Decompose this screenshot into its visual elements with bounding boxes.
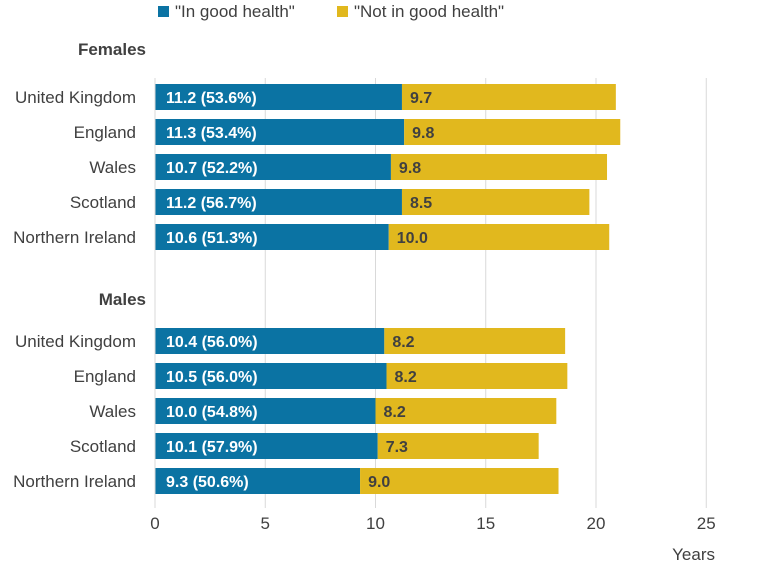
data-label-in-good-health: 10.6 (51.3%) (166, 230, 258, 247)
category-label: England (74, 123, 136, 142)
bar-in-good-health (155, 189, 402, 215)
bar-row: Scotland 10.1 (57.9%) 7.3 (70, 433, 539, 459)
category-label: United Kingdom (15, 88, 136, 107)
bar-row: Scotland 11.2 (56.7%) 8.5 (70, 189, 590, 215)
data-label-not-in-good-health: 8.2 (392, 334, 414, 351)
data-label-not-in-good-health: 8.2 (395, 369, 417, 386)
category-label: Scotland (70, 437, 136, 456)
bar-in-good-health (155, 398, 376, 424)
bar-not-in-good-health (384, 328, 566, 354)
data-label-in-good-health: 10.7 (52.2%) (166, 160, 258, 177)
bar-in-good-health (155, 433, 378, 459)
bar-in-good-health (155, 119, 405, 145)
bar-not-in-good-health (390, 154, 608, 180)
x-tick-label-1: 5 (261, 514, 270, 533)
data-label-in-good-health: 10.5 (56.0%) (166, 369, 258, 386)
data-label-not-in-good-health: 9.8 (399, 160, 421, 177)
bar-row: Northern Ireland 10.6 (51.3%) 10.0 (13, 224, 610, 250)
bar-not-in-good-health (360, 468, 559, 494)
data-label-not-in-good-health: 10.0 (397, 230, 428, 247)
group-label-1: Males (99, 290, 146, 309)
bar-in-good-health (155, 154, 391, 180)
category-label: United Kingdom (15, 332, 136, 351)
legend: "In good health" "Not in good health" (158, 2, 504, 21)
bar-row: Northern Ireland 9.3 (50.6%) 9.0 (13, 468, 559, 494)
x-tick-label-2: 10 (366, 514, 385, 533)
category-label: Northern Ireland (13, 228, 136, 247)
group-label-0: Females (78, 40, 146, 59)
bar-not-in-good-health (388, 224, 610, 250)
legend-label-0: "In good health" (175, 2, 295, 21)
bar-row: Wales 10.7 (52.2%) 9.8 (89, 154, 608, 180)
bar-in-good-health (155, 84, 402, 110)
bar-in-good-health (155, 468, 361, 494)
data-label-not-in-good-health: 9.0 (368, 474, 390, 491)
bar-not-in-good-health (401, 189, 590, 215)
bar-not-in-good-health (377, 433, 539, 459)
category-label: Scotland (70, 193, 136, 212)
bar-not-in-good-health (386, 363, 568, 389)
data-label-not-in-good-health: 8.5 (410, 195, 432, 212)
data-label-in-good-health: 11.2 (53.6%) (166, 90, 257, 107)
legend-swatch-0 (158, 6, 169, 17)
data-label-in-good-health: 9.3 (50.6%) (166, 474, 249, 491)
bar-row: England 11.3 (53.4%) 9.8 (74, 119, 621, 145)
data-label-not-in-good-health: 9.7 (410, 90, 432, 107)
x-tick-label-0: 0 (150, 514, 159, 533)
legend-label-1: "Not in good health" (354, 2, 504, 21)
x-tick-label-5: 25 (697, 514, 716, 533)
category-label: England (74, 367, 136, 386)
category-label: Wales (89, 158, 136, 177)
x-tick-label-4: 20 (587, 514, 606, 533)
data-label-not-in-good-health: 7.3 (386, 439, 408, 456)
data-label-in-good-health: 10.1 (57.9%) (166, 439, 258, 456)
bar-not-in-good-health (404, 119, 621, 145)
bar-row: United Kingdom 11.2 (53.6%) 9.7 (15, 84, 616, 110)
data-label-not-in-good-health: 8.2 (384, 404, 406, 421)
bar-not-in-good-health (375, 398, 557, 424)
data-label-in-good-health: 10.4 (56.0%) (166, 334, 258, 351)
bar-row: United Kingdom 10.4 (56.0%) 8.2 (15, 328, 566, 354)
data-label-in-good-health: 10.0 (54.8%) (166, 404, 258, 421)
bar-row: England 10.5 (56.0%) 8.2 (74, 363, 568, 389)
bar-in-good-health (155, 328, 385, 354)
bar-in-good-health (155, 363, 387, 389)
bar-in-good-health (155, 224, 389, 250)
category-label: Wales (89, 402, 136, 421)
data-label-not-in-good-health: 9.8 (412, 125, 434, 142)
legend-swatch-1 (337, 6, 348, 17)
bar-not-in-good-health (401, 84, 616, 110)
bar-row: Wales 10.0 (54.8%) 8.2 (89, 398, 557, 424)
x-tick-label-3: 15 (476, 514, 495, 533)
x-axis-label: Years (672, 545, 715, 564)
data-label-in-good-health: 11.3 (53.4%) (166, 125, 257, 142)
data-label-in-good-health: 11.2 (56.7%) (166, 195, 257, 212)
category-label: Northern Ireland (13, 472, 136, 491)
